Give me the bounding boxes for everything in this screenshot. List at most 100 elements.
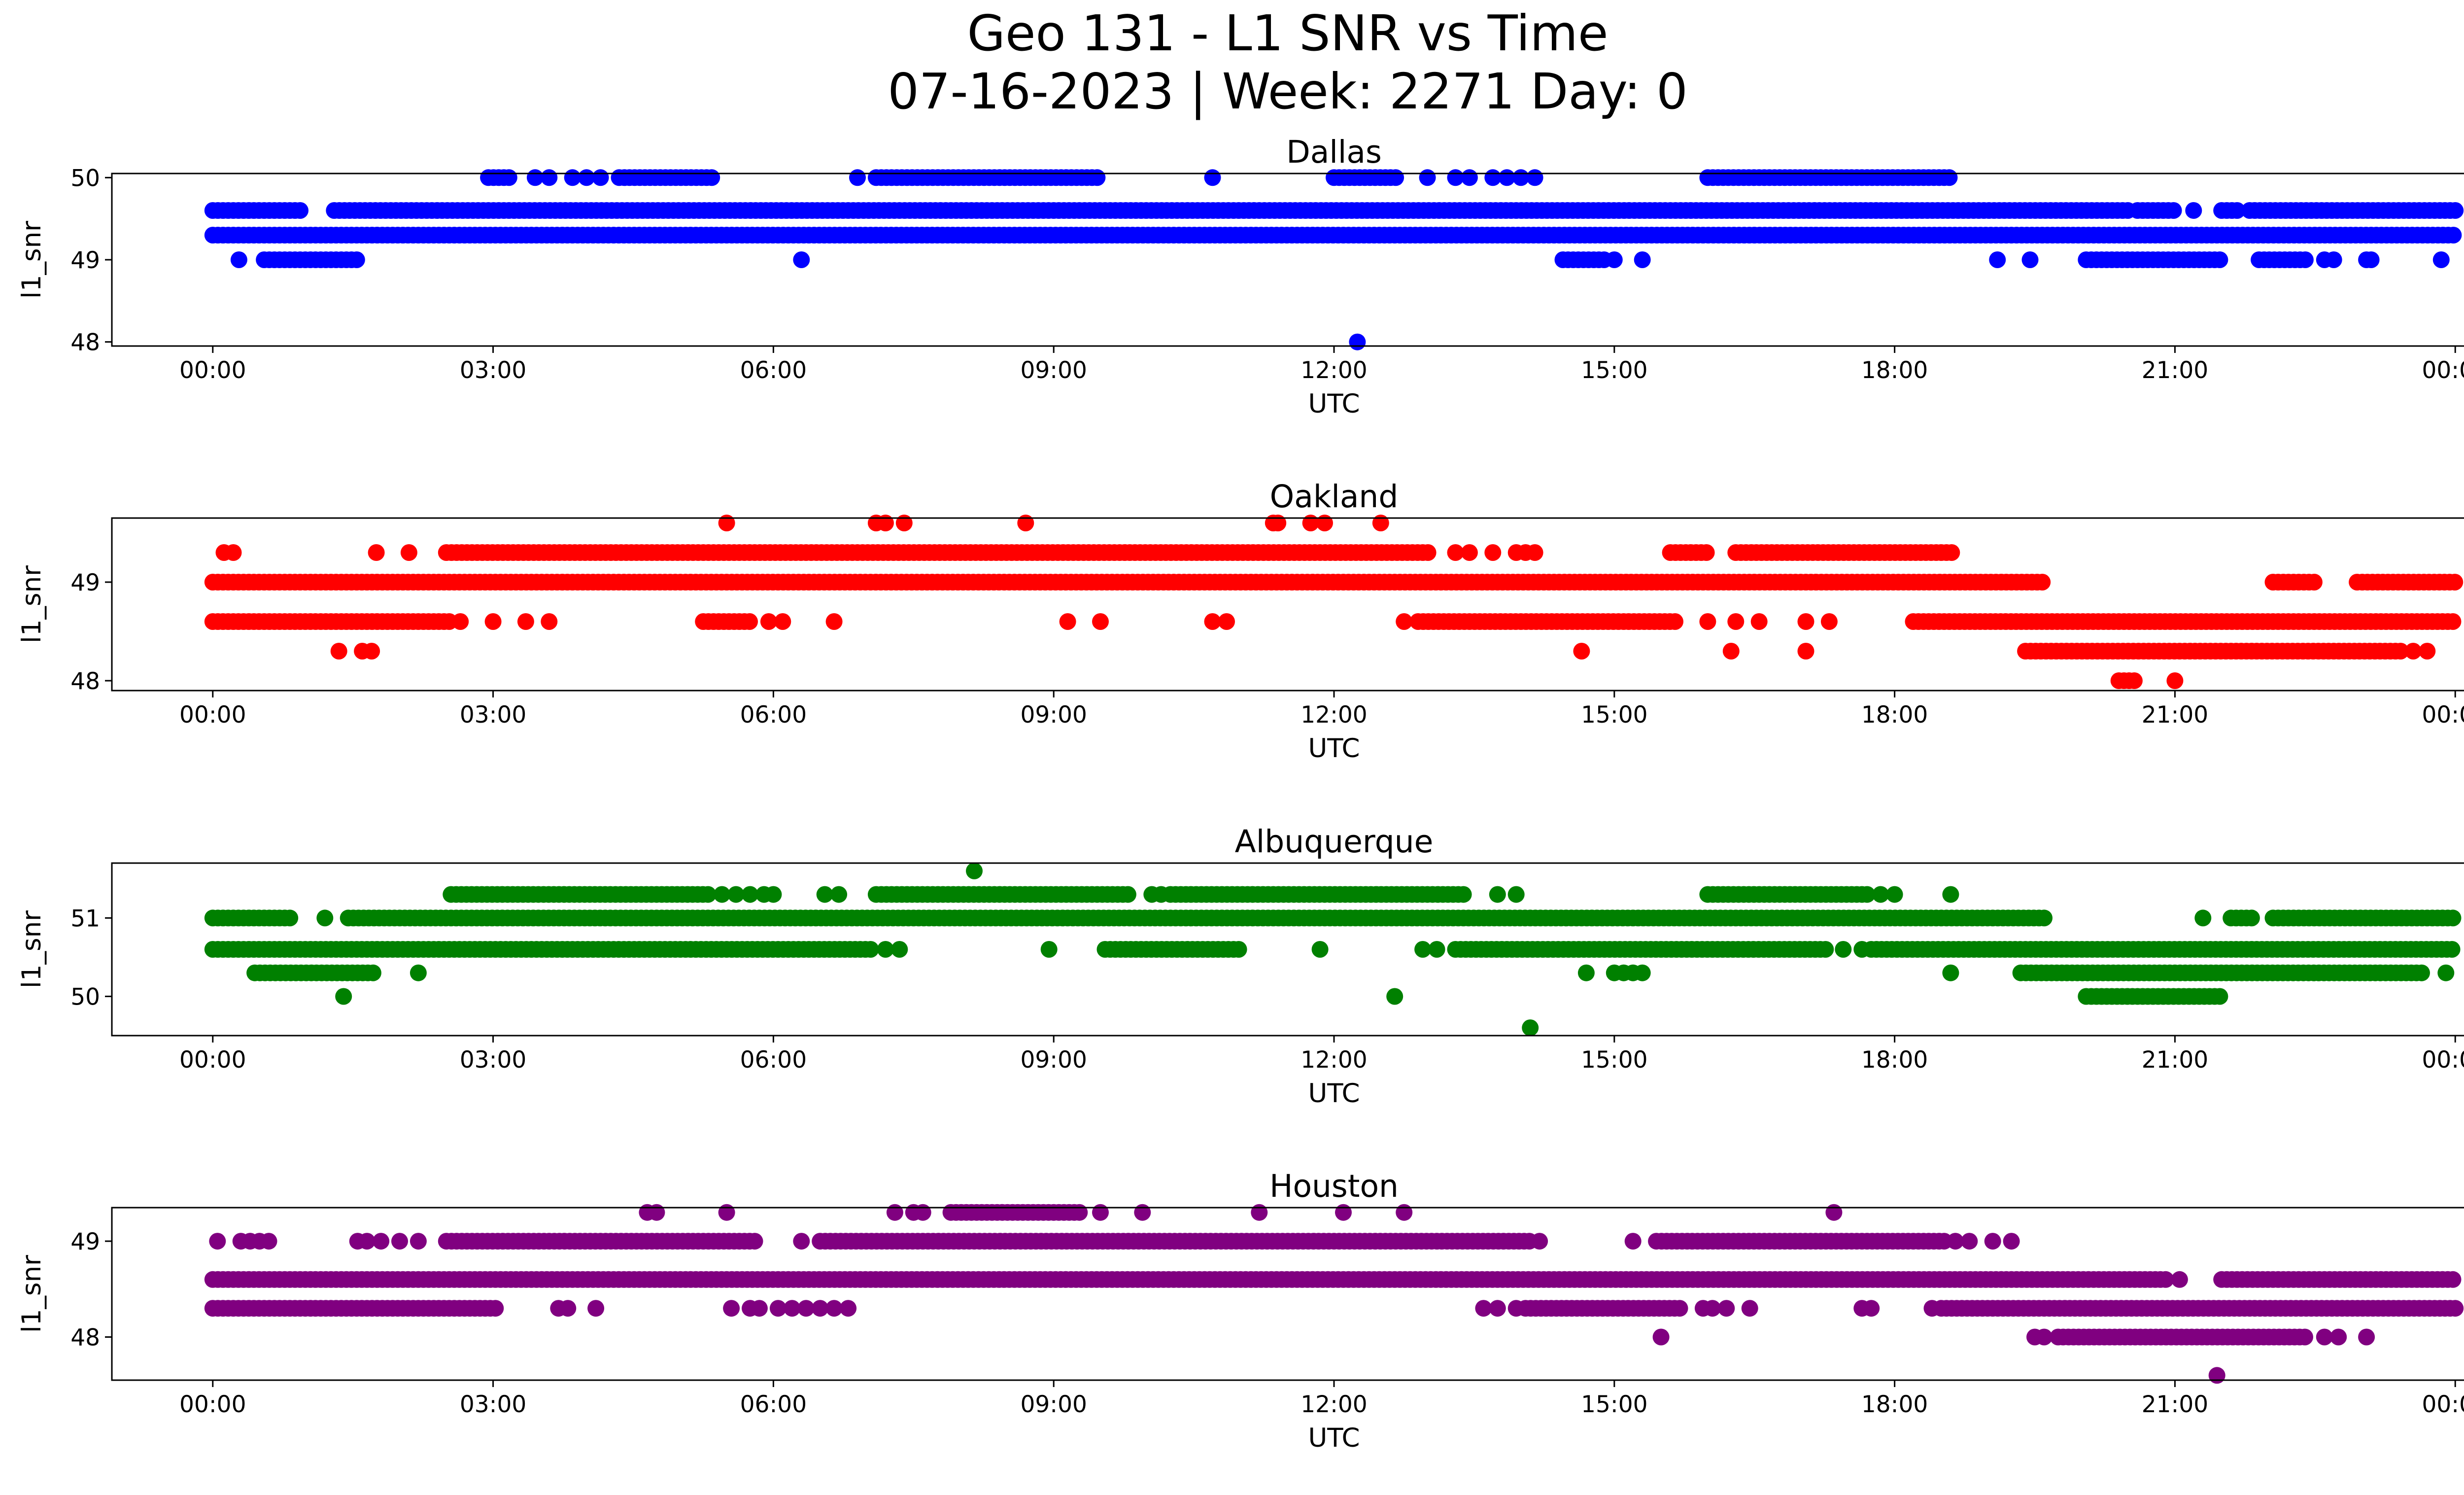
data-point [1606, 251, 1623, 268]
x-tick-label: 00:00 [179, 357, 246, 384]
data-point [1923, 1300, 1941, 1317]
data-point [1349, 333, 1366, 350]
data-point [2447, 1300, 2464, 1317]
axes-frame [111, 517, 2464, 692]
data-point [592, 169, 609, 186]
data-point [316, 909, 334, 927]
data-point [1698, 544, 1715, 561]
data-point [1526, 169, 1543, 186]
data-point [760, 613, 777, 630]
data-point [895, 515, 913, 531]
data-point [541, 613, 558, 630]
data-point [400, 544, 417, 561]
data-point [2444, 613, 2462, 630]
data-point [1419, 544, 1437, 561]
x-tick-label: 03:00 [460, 1391, 526, 1418]
data-point [2171, 1271, 2188, 1288]
subplot-oakland: Oakland 00:00 03:00 06:00 09:00 12:00 15:00 18:… [17, 479, 2464, 764]
data-point [1396, 1204, 1413, 1221]
x-tick-label: 12:00 [1300, 1046, 1367, 1074]
data-points [204, 1204, 2464, 1384]
x-axis-label: UTC [1308, 1078, 1360, 1109]
x-tick-label: 21:00 [2142, 701, 2208, 729]
subplot-title: Oakland [1270, 479, 1399, 515]
data-point [2404, 643, 2422, 660]
data-point [1372, 515, 1389, 531]
data-point [1071, 1204, 1088, 1221]
data-point [2211, 251, 2228, 268]
data-point [2296, 1328, 2313, 1346]
data-point [368, 544, 385, 561]
subplot-title: Albuquerque [1235, 824, 1434, 860]
data-point [1447, 544, 1464, 561]
data-point [2003, 1233, 2020, 1250]
y-tick-label: 49 [70, 247, 100, 274]
data-point [1797, 613, 1814, 630]
data-point [1671, 1300, 1688, 1317]
data-point [751, 1300, 768, 1317]
data-point [1526, 544, 1543, 561]
data-point [2036, 1328, 2053, 1346]
data-point [1461, 169, 1478, 186]
data-point [2446, 574, 2464, 591]
data-point [2447, 202, 2464, 219]
data-point [1455, 886, 1472, 903]
x-tick-label: 03:00 [460, 357, 526, 384]
data-point [373, 1233, 390, 1250]
data-point [1119, 886, 1136, 903]
data-point [517, 613, 534, 630]
data-point [1040, 941, 1058, 958]
data-point [2185, 202, 2202, 219]
x-axis-label: UTC [1308, 1423, 1360, 1453]
data-point [1820, 613, 1838, 630]
data-point [2358, 1328, 2375, 1346]
y-axis-label: l1_snr [17, 1255, 47, 1333]
subplot-title: Dallas [1286, 134, 1382, 170]
data-point [2228, 202, 2246, 219]
subplots: Dallas 00:00 03:00 06:00 09:00 12:00 15:00 18:0… [17, 134, 2464, 1453]
subplot-albuquerque: Albuquerque 00:00 03:00 06:00 09:00 12:00 15:0… [17, 824, 2464, 1109]
data-point [1943, 544, 1960, 561]
data-point [1989, 251, 2006, 268]
data-point [1531, 1233, 1548, 1250]
x-tick-label: 00:00 [2422, 1046, 2464, 1074]
data-point [703, 169, 720, 186]
x-tick-label: 09:00 [1020, 357, 1087, 384]
data-point [1667, 613, 1683, 630]
x-tick-label: 21:00 [2142, 1391, 2208, 1418]
x-tick-label: 18:00 [1861, 1391, 1928, 1418]
data-point [2432, 251, 2450, 268]
data-point [825, 613, 843, 630]
data-point [260, 1233, 277, 1250]
data-point [1419, 169, 1436, 186]
data-points [204, 169, 2464, 350]
data-point [1507, 1300, 1525, 1317]
subplot-houston: Houston 00:00 03:00 06:00 09:00 12:00 15:00 18:… [17, 1168, 2464, 1453]
data-point [2413, 964, 2430, 981]
data-point [587, 1300, 605, 1317]
data-points [204, 515, 2464, 689]
data-point [410, 964, 427, 981]
x-tick-label: 15:00 [1581, 1046, 1647, 1074]
data-point [2211, 988, 2228, 1005]
data-point [2444, 1271, 2462, 1288]
y-tick-label: 50 [70, 983, 100, 1010]
data-point [1835, 941, 1852, 958]
y-tick-label: 48 [70, 1324, 100, 1352]
data-point [723, 1300, 740, 1317]
x-axis-label: UTC [1308, 733, 1360, 764]
data-point [1699, 613, 1716, 630]
data-point [914, 1204, 931, 1221]
data-point [1089, 169, 1106, 186]
data-point [1634, 964, 1651, 981]
x-tick-label: 09:00 [1020, 1391, 1087, 1418]
data-point [541, 169, 558, 186]
x-axis-label: UTC [1308, 389, 1360, 419]
data-point [209, 1233, 226, 1250]
x-tick-label: 18:00 [1861, 357, 1928, 384]
x-tick-label: 09:00 [1020, 701, 1087, 729]
subplot-dallas: Dallas 00:00 03:00 06:00 09:00 12:00 15:00 18:0… [17, 134, 2464, 419]
data-point [1387, 169, 1404, 186]
